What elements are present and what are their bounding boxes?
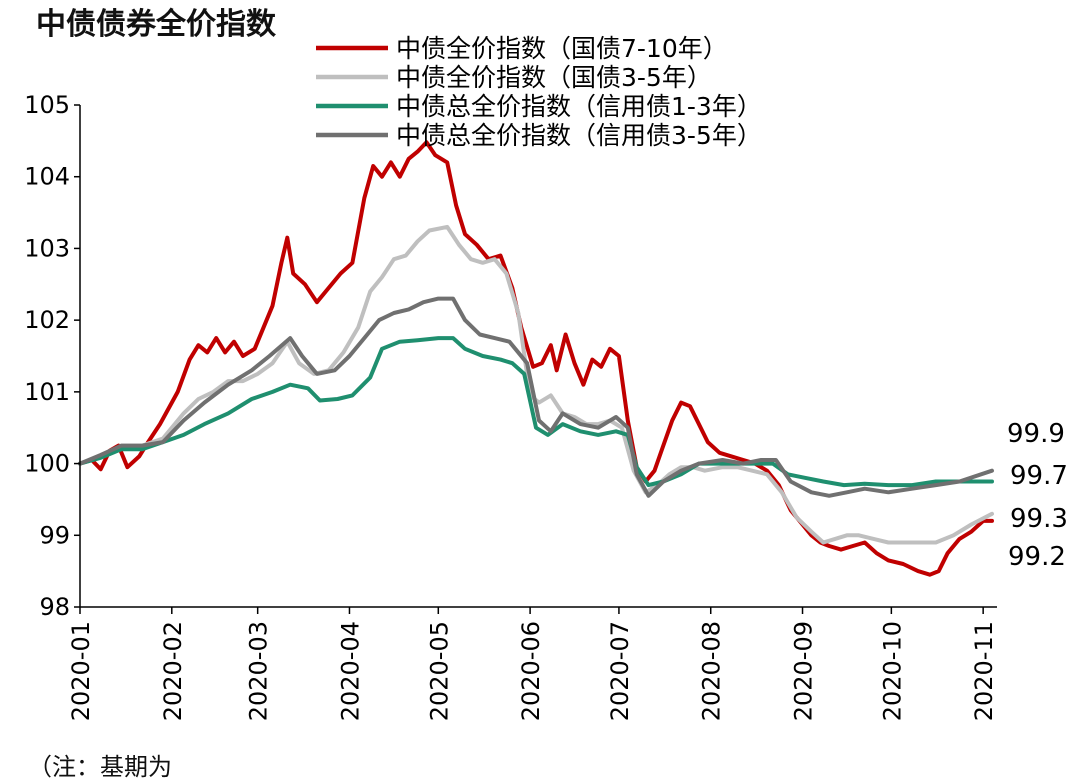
x-tick-label: 2020-07 bbox=[606, 621, 634, 721]
y-tick-label: 104 bbox=[24, 163, 70, 191]
x-tick-label: 2020-05 bbox=[425, 621, 453, 721]
x-tick-label: 2020-01 bbox=[67, 621, 95, 721]
x-axis-ticks: 2020-01 2020-02 2020-03 2020-04 2020-05 2020-… bbox=[67, 607, 998, 721]
y-tick-label: 98 bbox=[39, 593, 70, 621]
footnote: （注：基期为 bbox=[28, 753, 172, 781]
legend: 中债全价指数（国债7-10年）中债全价指数（国债3-5年）中债总全价指数（信用债… bbox=[316, 34, 762, 150]
series-line-3 bbox=[78, 336, 994, 488]
x-tick-label: 2020-08 bbox=[698, 621, 726, 721]
axes bbox=[79, 105, 997, 608]
x-tick-label: 2020-10 bbox=[878, 621, 906, 721]
series-line-4 bbox=[78, 296, 994, 498]
end-label-4: 99.2 bbox=[1008, 542, 1066, 572]
y-axis-ticks: 98 99 100 101 102 103 104 105 bbox=[24, 91, 80, 621]
x-tick-label: 2020-11 bbox=[970, 621, 998, 721]
y-tick-label: 105 bbox=[24, 91, 70, 119]
y-tick-label: 103 bbox=[24, 234, 70, 262]
end-label-1: 99.9 bbox=[1007, 419, 1065, 449]
y-tick-label: 100 bbox=[24, 450, 70, 478]
y-tick-label: 101 bbox=[24, 378, 70, 406]
series-line-2 bbox=[78, 224, 994, 545]
legend-label-2: 中债全价指数（国债3-5年） bbox=[396, 63, 712, 92]
chart-title: 中债债券全价指数 bbox=[36, 7, 277, 42]
x-tick-label: 2020-06 bbox=[517, 621, 545, 721]
end-label-2: 99.7 bbox=[1010, 461, 1068, 491]
x-tick-label: 2020-03 bbox=[245, 621, 273, 721]
end-labels: 99.9 99.7 99.3 99.2 bbox=[1007, 419, 1068, 572]
legend-label-1: 中债全价指数（国债7-10年） bbox=[396, 34, 728, 63]
legend-label-4: 中债总全价指数（信用债3-5年） bbox=[396, 121, 762, 150]
legend-label-3: 中债总全价指数（信用债1-3年） bbox=[396, 92, 762, 121]
end-label-3: 99.3 bbox=[1010, 504, 1068, 534]
x-tick-label: 2020-09 bbox=[790, 621, 818, 721]
x-tick-label: 2020-02 bbox=[159, 621, 187, 721]
y-tick-label: 99 bbox=[39, 521, 70, 549]
x-tick-label: 2020-04 bbox=[336, 621, 364, 721]
plot-lines bbox=[78, 140, 994, 577]
y-tick-label: 102 bbox=[24, 306, 70, 334]
series-line-1 bbox=[78, 140, 994, 577]
